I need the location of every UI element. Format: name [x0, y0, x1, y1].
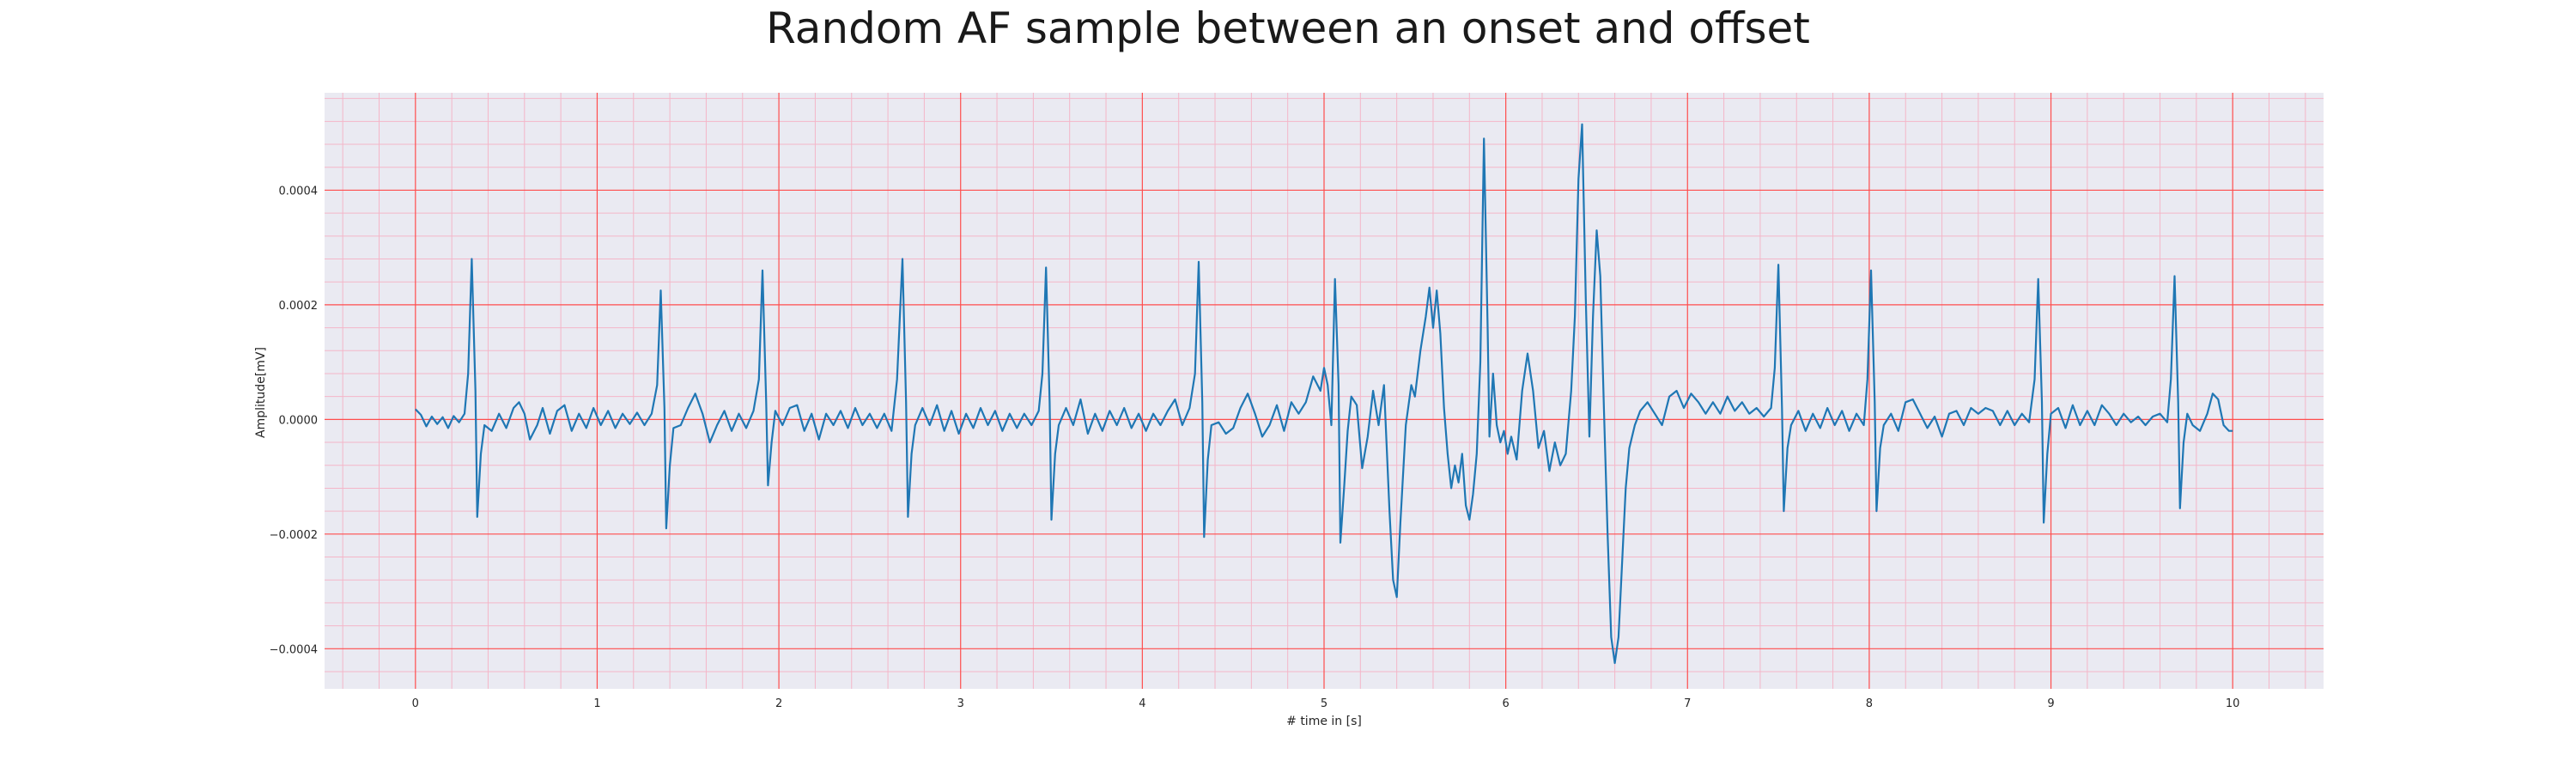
- y-tick-label: 0.0004: [279, 185, 319, 198]
- x-tick-label: 2: [775, 697, 782, 710]
- x-tick-label: 8: [1866, 697, 1873, 710]
- x-tick-label: 1: [593, 697, 600, 710]
- x-tick-label: 3: [957, 697, 964, 710]
- x-tick-label: 4: [1139, 697, 1145, 710]
- series-line: [415, 123, 2233, 665]
- major-grid: [325, 93, 2324, 689]
- x-tick-label: 9: [2047, 697, 2054, 710]
- x-tick-label: 0: [412, 697, 419, 710]
- y-tick-label: −0.0004: [270, 643, 318, 656]
- x-axis-ticks: 0 1 2 3 4 5 6 7 8 9 10: [412, 697, 2240, 710]
- x-tick-label: 5: [1321, 697, 1327, 710]
- x-tick-label: 6: [1502, 697, 1509, 710]
- chart-title: Random AF sample between an onset and of…: [766, 3, 1810, 53]
- y-tick-label: −0.0002: [270, 529, 318, 542]
- x-axis-label: # time in [s]: [1286, 715, 1362, 728]
- x-tick-label: 10: [2226, 697, 2240, 710]
- y-tick-label: 0.0000: [279, 414, 319, 427]
- y-tick-label: 0.0002: [279, 300, 319, 313]
- y-axis-label: Amplitude[mV]: [254, 347, 268, 438]
- y-axis-ticks: −0.0004 −0.0002 0.0000 0.0002 0.0004: [270, 185, 318, 656]
- x-tick-label: 7: [1684, 697, 1691, 710]
